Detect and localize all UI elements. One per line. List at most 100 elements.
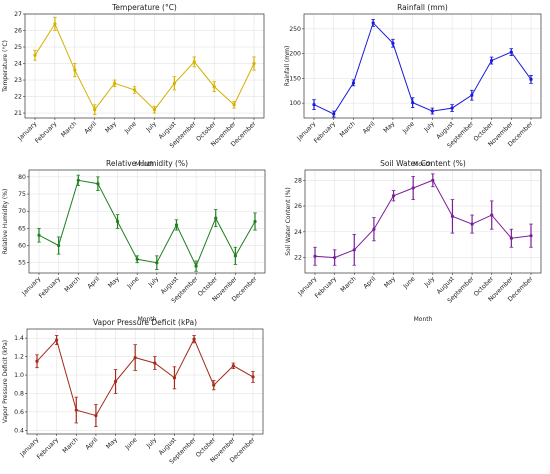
x-axis-label: Month [413, 161, 432, 168]
data-point [333, 255, 337, 260]
data-point [509, 236, 513, 240]
data-point [55, 338, 59, 342]
data-point [351, 81, 356, 85]
data-point [232, 103, 236, 107]
data-point [76, 178, 80, 182]
x-tick-label: June [401, 120, 416, 135]
series-line [314, 179, 532, 259]
y-tick-label: 150 [289, 75, 301, 82]
data-point [153, 361, 157, 365]
series-line [38, 179, 256, 268]
y-tick-label: 0.4 [14, 427, 24, 434]
data-point [132, 88, 137, 92]
data-point [53, 22, 57, 26]
data-point [372, 227, 376, 231]
x-tick-label: May [104, 120, 118, 134]
x-tick-label: February [38, 275, 63, 300]
x-tick-label: May [383, 275, 397, 289]
x-tick-label: July [145, 436, 159, 450]
data-point [312, 103, 316, 107]
y-tick-label: 22 [14, 94, 22, 101]
data-point [450, 106, 454, 110]
plot-frame [304, 169, 542, 274]
data-point [529, 234, 533, 238]
data-point [391, 41, 395, 45]
chart-panel-5: Vapor Pressure Deficit (kPa) 0.4 0.6 0.8 1.0… [2, 318, 264, 466]
data-point [411, 101, 415, 105]
x-tick-label: April [86, 275, 101, 290]
data-point [113, 81, 117, 85]
chart-panel-1: Temperature (°C) 21 22 23 24 25 26 27 Temperatur… [2, 3, 265, 168]
data-point [133, 355, 137, 360]
y-tick-label: 25 [14, 44, 22, 51]
series-line [36, 337, 254, 417]
y-tick-label: 80 [18, 174, 26, 181]
x-tick-label: May [107, 275, 121, 289]
data-point [96, 182, 100, 186]
data-point [93, 108, 97, 112]
x-tick-label: June [125, 275, 140, 290]
y-tick-label: 55 [18, 260, 26, 267]
data-point [233, 254, 237, 258]
data-point [214, 216, 218, 220]
data-point [529, 77, 533, 81]
x-tick-label: July [147, 275, 161, 289]
data-point [391, 194, 396, 198]
y-axis-label: Soil Water Content (%) [285, 187, 292, 256]
x-axis-label: Month [135, 161, 154, 168]
x-tick-label: February [314, 275, 339, 300]
x-tick-label: June [123, 436, 138, 451]
x-tick-label: July [423, 275, 437, 289]
data-point [155, 261, 159, 265]
x-tick-label: February [36, 436, 61, 461]
x-tick-label: February [34, 120, 59, 145]
x-axis-label: Month [138, 316, 157, 323]
series-line [34, 22, 255, 111]
y-tick-label: 27 [14, 11, 22, 18]
data-point [212, 383, 216, 387]
data-point [35, 359, 39, 363]
plot-frame [26, 328, 264, 435]
x-tick-label: April [362, 120, 377, 135]
data-point [73, 68, 77, 72]
chart-title: Temperature (°C) [111, 3, 177, 12]
data-point [192, 60, 196, 64]
data-point [430, 109, 434, 113]
x-tick-label: March [339, 275, 357, 293]
data-point [470, 222, 474, 226]
y-axis-label: Relative Humidity (%) [2, 189, 9, 255]
chart-title: Vapor Pressure Deficit (kPa) [93, 318, 197, 327]
y-tick-label: 1.2 [14, 354, 24, 361]
data-point [212, 85, 216, 89]
series-line [313, 21, 532, 115]
y-tick-label: 60 [18, 243, 26, 250]
data-point [450, 214, 455, 218]
y-tick-label: 250 [289, 26, 301, 33]
y-tick-label: 26 [294, 203, 302, 210]
data-point [313, 254, 317, 258]
x-tick-label: March [61, 436, 79, 454]
data-point [115, 219, 120, 224]
y-tick-label: 200 [289, 51, 301, 58]
y-axis-label: Temperature (°C) [2, 40, 9, 93]
x-tick-label: April [83, 120, 98, 135]
data-point [113, 379, 118, 384]
x-tick-label: June [123, 120, 138, 135]
data-point [431, 178, 435, 182]
data-point [252, 61, 256, 66]
x-tick-label: May [382, 120, 396, 134]
data-point [509, 50, 513, 54]
y-tick-label: 21 [14, 110, 22, 117]
data-point [411, 186, 415, 190]
data-point [470, 93, 474, 97]
data-point [231, 364, 235, 368]
y-tick-label: 26 [14, 28, 22, 35]
data-point [251, 375, 255, 379]
plot-frame [303, 13, 542, 119]
x-tick-label: July [422, 120, 436, 134]
y-tick-label: 100 [289, 100, 301, 107]
x-tick-label: June [401, 275, 416, 290]
data-point [135, 257, 139, 261]
